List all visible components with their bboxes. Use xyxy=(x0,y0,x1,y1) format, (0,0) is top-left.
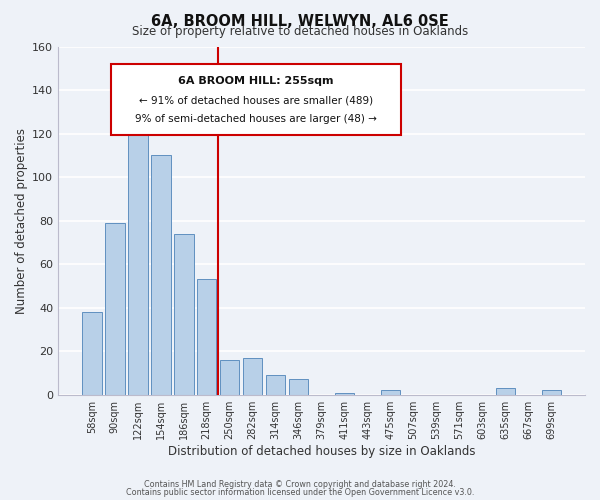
Text: Contains HM Land Registry data © Crown copyright and database right 2024.: Contains HM Land Registry data © Crown c… xyxy=(144,480,456,489)
Y-axis label: Number of detached properties: Number of detached properties xyxy=(15,128,28,314)
Bar xyxy=(220,360,239,394)
Bar xyxy=(335,392,355,394)
Text: 6A BROOM HILL: 255sqm: 6A BROOM HILL: 255sqm xyxy=(178,76,334,86)
Bar xyxy=(289,380,308,394)
Bar xyxy=(105,223,125,394)
Bar xyxy=(197,280,217,394)
Text: 9% of semi-detached houses are larger (48) →: 9% of semi-detached houses are larger (4… xyxy=(135,114,377,124)
Text: Size of property relative to detached houses in Oaklands: Size of property relative to detached ho… xyxy=(132,25,468,38)
Bar xyxy=(151,156,170,394)
Bar xyxy=(243,358,262,395)
Text: ← 91% of detached houses are smaller (489): ← 91% of detached houses are smaller (48… xyxy=(139,95,373,105)
FancyBboxPatch shape xyxy=(111,64,401,136)
Bar xyxy=(381,390,400,394)
Bar xyxy=(82,312,101,394)
Bar xyxy=(496,388,515,394)
Bar xyxy=(266,375,286,394)
Bar xyxy=(128,106,148,395)
X-axis label: Distribution of detached houses by size in Oaklands: Distribution of detached houses by size … xyxy=(168,444,475,458)
Text: 6A, BROOM HILL, WELWYN, AL6 0SE: 6A, BROOM HILL, WELWYN, AL6 0SE xyxy=(151,14,449,29)
Text: Contains public sector information licensed under the Open Government Licence v3: Contains public sector information licen… xyxy=(126,488,474,497)
Bar xyxy=(542,390,561,394)
Bar xyxy=(174,234,194,394)
